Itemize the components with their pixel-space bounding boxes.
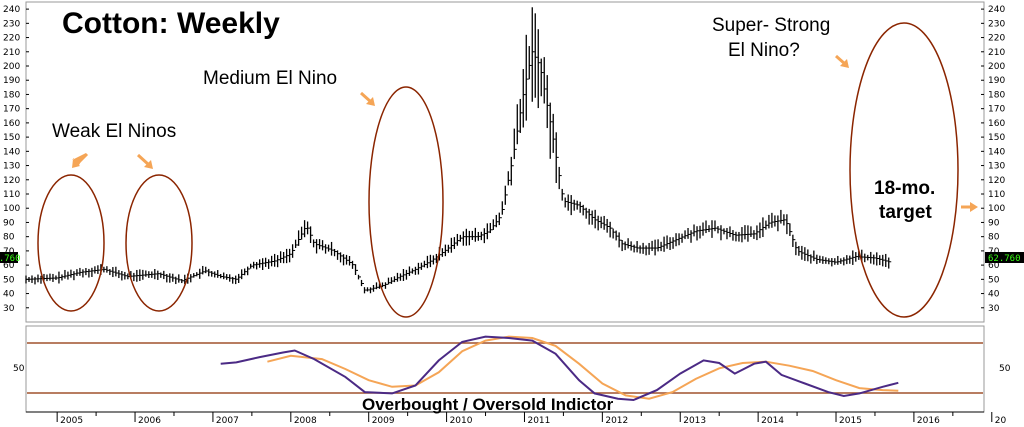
annotation-super-strong-1: Super- Strong bbox=[712, 15, 830, 36]
price-tick-label: 210 bbox=[3, 48, 20, 58]
price-tick-label: 90 bbox=[3, 218, 15, 228]
price-tick-label: 170 bbox=[988, 105, 1005, 115]
price-tag-right-bg bbox=[985, 252, 1024, 263]
price-tick-label: 220 bbox=[988, 34, 1005, 44]
price-tick-label: 210 bbox=[988, 48, 1005, 58]
year-label: 2013 bbox=[683, 416, 706, 426]
arrow-icon bbox=[961, 202, 978, 212]
super-strong-el-nino-circle bbox=[849, 22, 959, 318]
price-tick-label: 180 bbox=[3, 90, 20, 100]
price-tick-label: 200 bbox=[988, 62, 1005, 72]
year-label: 2016 bbox=[917, 416, 940, 426]
price-tick-label: 150 bbox=[3, 133, 20, 143]
price-tick-label: 240 bbox=[3, 5, 20, 15]
price-tick-label: 70 bbox=[988, 247, 1000, 257]
price-tick-label: 130 bbox=[988, 162, 1005, 172]
price-tick-label: 40 bbox=[988, 290, 1000, 300]
price-bars bbox=[25, 7, 892, 294]
price-tick-label: 30 bbox=[3, 304, 15, 314]
year-axis: 2005 2006 2007 2008 2009 2010 2011 2012 2013 2014… bbox=[56, 412, 1007, 426]
medium-el-nino-circle bbox=[368, 86, 444, 318]
price-tick-label: 180 bbox=[988, 90, 1005, 100]
price-axis-right: 30 40 50 60 70 80 90 100 110 120 130 140 150 160 170 18… bbox=[981, 5, 1005, 314]
price-tick-label: 140 bbox=[3, 147, 20, 157]
osc-slow-line bbox=[267, 335, 899, 400]
price-tick-label: 30 bbox=[988, 304, 1000, 314]
osc-fast-line bbox=[220, 335, 899, 402]
price-tick-label: 80 bbox=[3, 233, 15, 243]
chart-title: Cotton: Weekly bbox=[62, 7, 280, 40]
price-tick-label: 50 bbox=[3, 275, 15, 285]
arrow-icon bbox=[136, 153, 153, 169]
price-tick-label: 190 bbox=[988, 76, 1005, 86]
price-tick-label: 150 bbox=[988, 133, 1005, 143]
price-tag-left-bg bbox=[0, 252, 18, 263]
year-label: 2014 bbox=[761, 416, 784, 426]
year-label: 2005 bbox=[60, 416, 83, 426]
price-tick-label: 120 bbox=[3, 176, 20, 186]
price-tick-label: 70 bbox=[3, 247, 15, 257]
price-panel-frame bbox=[25, 1, 985, 323]
annotation-target-1: 18-mo. bbox=[874, 178, 935, 199]
price-tick-label: 170 bbox=[3, 105, 20, 115]
year-label: 2012 bbox=[605, 416, 628, 426]
price-tick-label: 40 bbox=[3, 290, 15, 300]
price-tick-label: 100 bbox=[3, 204, 20, 214]
arrow-icon bbox=[835, 54, 849, 68]
year-label: 2015 bbox=[839, 416, 862, 426]
annotation-weak-el-ninos: Weak El Ninos bbox=[52, 121, 176, 142]
price-tick-label: 120 bbox=[988, 176, 1005, 186]
price-axis-left: 30 40 50 60 70 80 90 100 110 120 130 140 150 160 170 18… bbox=[3, 5, 29, 314]
year-label: 2008 bbox=[294, 416, 317, 426]
arrow-icon bbox=[72, 152, 89, 168]
price-tick-label: 240 bbox=[988, 5, 1005, 15]
osc-50-left: 50 bbox=[13, 364, 25, 374]
annotation-super-strong-2: El Nino? bbox=[728, 40, 800, 61]
price-tick-label: 230 bbox=[988, 19, 1005, 29]
price-tick-label: 190 bbox=[3, 76, 20, 86]
price-tick-label: 110 bbox=[3, 190, 20, 200]
price-tick-label: 130 bbox=[3, 162, 20, 172]
price-tick-label: 80 bbox=[988, 233, 1000, 243]
year-label: 2010 bbox=[450, 416, 473, 426]
price-tick-label: 60 bbox=[988, 261, 1000, 271]
year-label: 20 bbox=[995, 416, 1007, 426]
weak-el-nino-circle-2 bbox=[125, 174, 193, 312]
price-tag-right: 62.760 bbox=[988, 254, 1021, 264]
year-label: 2006 bbox=[138, 416, 161, 426]
osc-50-right: 50 bbox=[999, 364, 1011, 374]
price-tick-label: 60 bbox=[3, 261, 15, 271]
year-label: 2007 bbox=[216, 416, 239, 426]
oscillator-label: Overbought / Oversold Indictor bbox=[362, 395, 614, 414]
price-tick-label: 100 bbox=[988, 204, 1005, 214]
year-label: 2011 bbox=[527, 416, 550, 426]
price-tick-label: 230 bbox=[3, 19, 20, 29]
price-tick-label: 160 bbox=[988, 119, 1005, 129]
year-label: 2009 bbox=[372, 416, 395, 426]
weak-el-nino-circle-1 bbox=[37, 174, 105, 312]
annotation-medium-el-nino: Medium El Nino bbox=[203, 68, 337, 89]
price-tick-label: 110 bbox=[988, 190, 1005, 200]
annotation-target-2: target bbox=[879, 202, 932, 223]
price-tick-label: 90 bbox=[988, 218, 1000, 228]
price-tag-left: 62.760 bbox=[0, 254, 21, 264]
price-tick-label: 160 bbox=[3, 119, 20, 129]
price-tick-label: 200 bbox=[3, 62, 20, 72]
price-tick-label: 220 bbox=[3, 34, 20, 44]
price-tick-label: 50 bbox=[988, 275, 1000, 285]
price-tick-label: 140 bbox=[988, 147, 1005, 157]
arrow-icon bbox=[359, 91, 375, 106]
